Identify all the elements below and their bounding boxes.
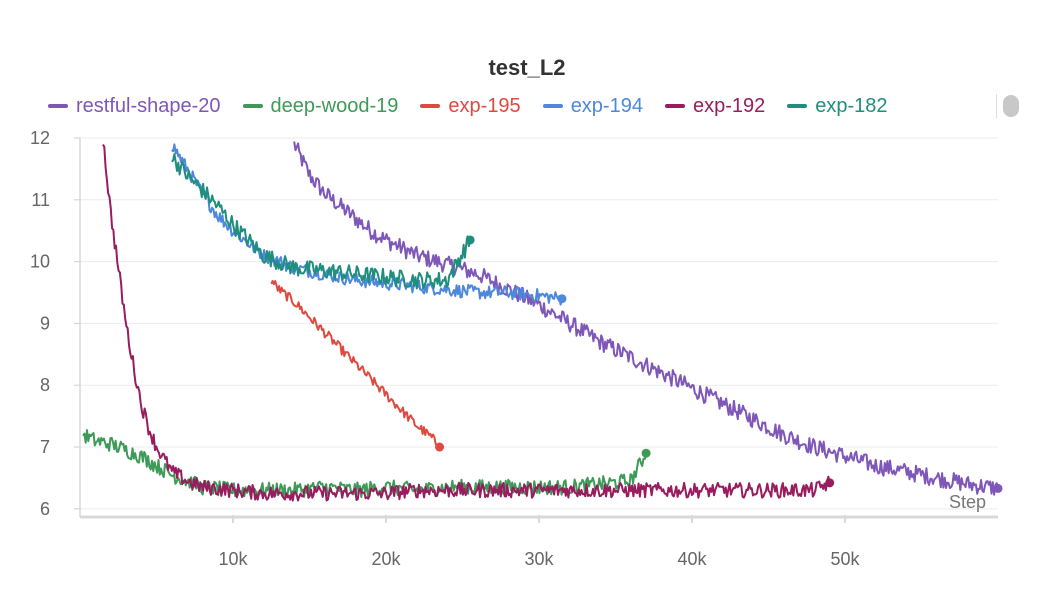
series-end-point: [641, 448, 651, 458]
y-tick-label: 6: [40, 499, 50, 519]
legend-swatch: [664, 104, 685, 108]
series-line: [171, 153, 472, 290]
series-end-point: [557, 294, 567, 304]
series-exp-194: [171, 143, 567, 306]
series-exp-195: [270, 280, 445, 452]
legend-item[interactable]: restful-shape-20: [48, 95, 221, 118]
series-line: [293, 141, 998, 496]
x-axis-label: Step: [949, 492, 986, 512]
series-end-point: [465, 235, 475, 245]
series-end-point: [825, 478, 835, 488]
x-tick-label: 20k: [371, 549, 401, 569]
legend-swatch: [787, 104, 808, 108]
series-end-point: [993, 483, 1003, 493]
legend-label: exp-182: [815, 94, 888, 117]
legend-item[interactable]: exp-182: [787, 94, 888, 118]
x-tick-label: 50k: [830, 549, 860, 569]
chart-title: test_L2: [488, 55, 566, 80]
scroll-knob-icon: [1003, 95, 1019, 117]
legend-swatch: [242, 104, 263, 108]
axes: 6 7 8 9 10 11 12 10k 20k 30k 40k 50k: [30, 128, 998, 569]
legend-swatch: [542, 104, 563, 108]
x-tick-label: 10k: [218, 549, 248, 569]
y-tick-label: 10: [30, 252, 50, 272]
legend-item[interactable]: deep-wood-19: [242, 94, 399, 118]
y-tick-label: 9: [40, 313, 50, 333]
grid: [80, 137, 998, 510]
legend-item[interactable]: exp-194: [542, 94, 643, 118]
series-line: [171, 143, 563, 306]
x-tick-label: 40k: [677, 549, 707, 569]
series-exp-182: [171, 153, 475, 290]
series-line: [270, 280, 441, 451]
y-tick-label: 11: [31, 190, 50, 210]
series-line: [102, 144, 831, 502]
y-tick-label: 12: [30, 128, 50, 148]
legend: restful-shape-20 deep-wood-19 exp-195 exp-1…: [48, 92, 910, 120]
legend-label: exp-192: [692, 94, 766, 117]
legend-swatch: [48, 104, 68, 108]
y-tick-label: 8: [40, 375, 50, 395]
legend-label: exp-195: [448, 94, 521, 117]
x-tick-label: 30k: [524, 549, 554, 569]
series-exp-192: [102, 144, 835, 502]
series-end-point: [435, 442, 445, 452]
legend-item[interactable]: exp-195: [420, 94, 521, 118]
legend-item[interactable]: exp-192: [664, 94, 766, 118]
legend-label: exp-194: [570, 94, 643, 117]
y-tick-label: 7: [40, 437, 50, 457]
legend-label: deep-wood-19: [270, 94, 399, 117]
legend-swatch: [420, 104, 441, 108]
series-lines: [82, 141, 1003, 502]
legend-more-button[interactable]: [996, 94, 1025, 118]
legend-label: restful-shape-20: [76, 94, 221, 117]
series-restful-shape-20: [293, 141, 1003, 496]
